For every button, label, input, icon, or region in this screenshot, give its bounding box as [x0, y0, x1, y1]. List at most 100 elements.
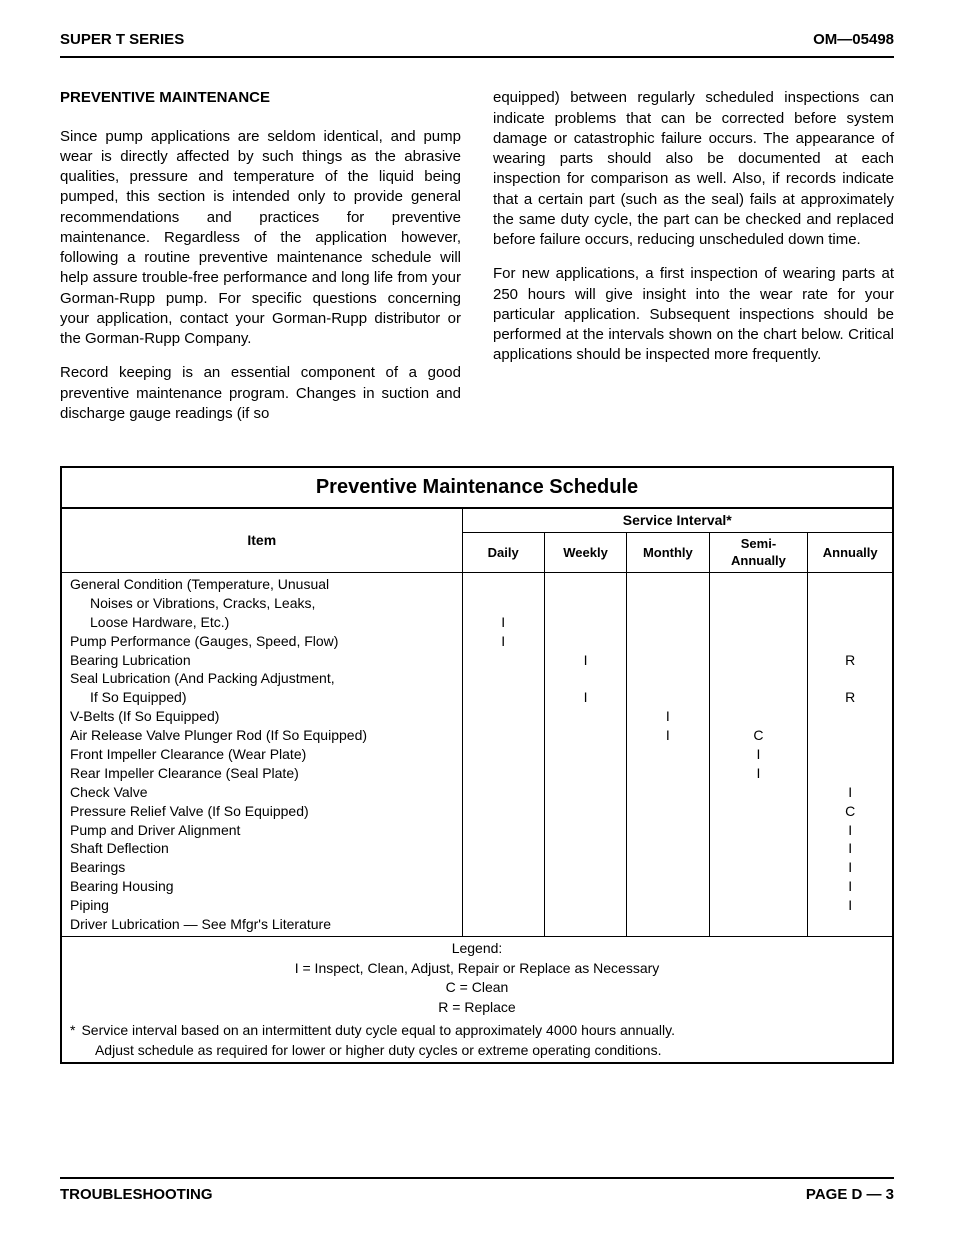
pm-item: Noises or Vibrations, Cracks, Leaks, [70, 594, 454, 613]
pm-value [635, 783, 700, 802]
pm-value [718, 594, 800, 613]
pm-daily-cell: II [462, 572, 544, 936]
pm-value: C [718, 726, 800, 745]
right-p1: equipped) between regularly scheduled in… [493, 88, 894, 250]
pm-value [471, 802, 536, 821]
pm-value [471, 764, 536, 783]
pm-item: Pump and Driver Alignment [70, 821, 454, 840]
pm-value [816, 594, 884, 613]
pm-value [553, 726, 618, 745]
pm-value [553, 896, 618, 915]
pm-item: Pressure Relief Valve (If So Equipped) [70, 802, 454, 821]
pm-value: I [816, 877, 884, 896]
pm-note-cell: * Service interval based on an intermitt… [62, 1019, 892, 1062]
pm-value: R [816, 651, 884, 670]
pm-value [471, 594, 536, 613]
pm-item: Bearing Lubrication [70, 651, 454, 670]
pm-item: Seal Lubrication (And Packing Adjustment… [70, 669, 454, 688]
pm-value [816, 632, 884, 651]
pm-table-title: Preventive Maintenance Schedule [62, 468, 892, 509]
pm-item: Front Impeller Clearance (Wear Plate) [70, 745, 454, 764]
legend-title: Legend: [70, 939, 884, 959]
pm-value [816, 745, 884, 764]
pm-annual-cell: R R ICIIIII [808, 572, 892, 936]
pm-legend-cell: Legend: I = Inspect, Clean, Adjust, Repa… [62, 936, 892, 1019]
pm-legend-row: Legend: I = Inspect, Clean, Adjust, Repa… [62, 936, 892, 1019]
pm-value [471, 839, 536, 858]
right-p2: For new applications, a first inspection… [493, 264, 894, 365]
pm-value: I [816, 821, 884, 840]
pm-value [635, 632, 700, 651]
pm-item: Driver Lubrication — See Mfgr's Literatu… [70, 915, 454, 934]
pm-value [471, 877, 536, 896]
pm-data-row: General Condition (Temperature, UnusualN… [62, 572, 892, 936]
pm-value [718, 839, 800, 858]
pm-value [718, 575, 800, 594]
pm-value [816, 575, 884, 594]
pm-weekly-cell: I I [544, 572, 626, 936]
header-right: OM—05498 [813, 30, 894, 50]
page-header: SUPER T SERIES OM—05498 [60, 30, 894, 58]
pm-value [553, 915, 618, 934]
pm-value: I [816, 858, 884, 877]
pm-col-weekly: Weekly [544, 532, 626, 572]
pm-value [553, 632, 618, 651]
page-footer: TROUBLESHOOTING PAGE D — 3 [60, 1177, 894, 1205]
pm-value [718, 821, 800, 840]
header-left: SUPER T SERIES [60, 30, 184, 50]
pm-item: Check Valve [70, 783, 454, 802]
pm-item: V-Belts (If So Equipped) [70, 707, 454, 726]
pm-value [816, 915, 884, 934]
pm-value [635, 651, 700, 670]
pm-item-header: Item [62, 509, 462, 572]
legend-l3: R = Replace [70, 998, 884, 1018]
pm-item-cell: General Condition (Temperature, UnusualN… [62, 572, 462, 936]
note-text1: Service interval based on an intermitten… [81, 1021, 675, 1060]
footer-left: TROUBLESHOOTING [60, 1185, 213, 1205]
pm-value [718, 858, 800, 877]
pm-value [635, 613, 700, 632]
pm-col-daily: Daily [462, 532, 544, 572]
legend-l1: I = Inspect, Clean, Adjust, Repair or Re… [70, 959, 884, 979]
pm-item-list: General Condition (Temperature, UnusualN… [70, 575, 454, 934]
pm-col-monthly: Monthly [627, 532, 709, 572]
pm-item: If So Equipped) [70, 688, 454, 707]
pm-table-wrap: Preventive Maintenance Schedule Item Ser… [60, 466, 894, 1064]
pm-note-row: * Service interval based on an intermitt… [62, 1019, 892, 1062]
pm-value [718, 632, 800, 651]
text-columns: PREVENTIVE MAINTENANCE Since pump applic… [60, 88, 894, 438]
pm-value [635, 594, 700, 613]
pm-value [553, 594, 618, 613]
pm-value [471, 651, 536, 670]
pm-value [635, 858, 700, 877]
pm-value [635, 688, 700, 707]
pm-service-header: Service Interval* [462, 509, 892, 532]
pm-value [553, 802, 618, 821]
pm-value: I [635, 707, 700, 726]
pm-value [718, 896, 800, 915]
pm-item: Bearing Housing [70, 877, 454, 896]
pm-value [718, 783, 800, 802]
pm-value [635, 745, 700, 764]
pm-item: Air Release Valve Plunger Rod (If So Equ… [70, 726, 454, 745]
pm-value [471, 783, 536, 802]
note-asterisk: * [70, 1021, 75, 1060]
pm-value [635, 915, 700, 934]
pm-value [471, 745, 536, 764]
pm-value [553, 745, 618, 764]
pm-value: I [718, 764, 800, 783]
pm-item: Pump Performance (Gauges, Speed, Flow) [70, 632, 454, 651]
pm-item: Shaft Deflection [70, 839, 454, 858]
pm-semiannual-cell: CII [709, 572, 808, 936]
pm-value [816, 726, 884, 745]
left-p1: Since pump applications are seldom ident… [60, 127, 461, 350]
pm-value: I [471, 632, 536, 651]
pm-item: Loose Hardware, Etc.) [70, 613, 454, 632]
pm-value: I [553, 688, 618, 707]
pm-value [553, 764, 618, 783]
section-title: PREVENTIVE MAINTENANCE [60, 88, 461, 108]
pm-value [553, 707, 618, 726]
pm-value [553, 783, 618, 802]
pm-value [471, 858, 536, 877]
pm-value [553, 877, 618, 896]
